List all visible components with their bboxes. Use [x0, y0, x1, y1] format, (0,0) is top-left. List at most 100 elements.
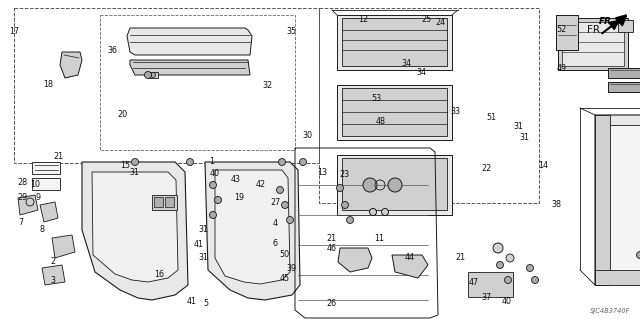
Text: 21: 21 — [54, 152, 64, 161]
Circle shape — [504, 277, 511, 284]
Text: 15: 15 — [120, 161, 130, 170]
Text: 2: 2 — [50, 257, 55, 266]
Circle shape — [300, 159, 307, 166]
Text: 53: 53 — [371, 94, 381, 103]
Text: 14: 14 — [538, 161, 548, 170]
Text: 3: 3 — [50, 276, 55, 285]
Text: 21: 21 — [326, 234, 337, 243]
Text: 39: 39 — [286, 264, 296, 273]
Bar — [154, 197, 163, 207]
Text: FR.: FR. — [599, 18, 615, 26]
Text: 41: 41 — [193, 241, 204, 249]
Circle shape — [346, 217, 353, 224]
Bar — [608, 82, 640, 92]
Bar — [319, 8, 539, 203]
Text: 52: 52 — [557, 25, 567, 34]
Polygon shape — [60, 52, 82, 78]
Bar — [32, 178, 60, 190]
Circle shape — [369, 209, 376, 216]
Text: 42: 42 — [256, 180, 266, 189]
Text: 17: 17 — [9, 27, 19, 36]
Text: 23: 23 — [339, 170, 349, 179]
Circle shape — [637, 251, 640, 258]
Text: 11: 11 — [374, 234, 384, 243]
Circle shape — [527, 264, 534, 271]
Polygon shape — [82, 162, 188, 300]
Circle shape — [276, 187, 284, 194]
Text: 24: 24 — [435, 19, 445, 27]
Circle shape — [342, 202, 349, 209]
Circle shape — [209, 182, 216, 189]
Circle shape — [214, 197, 221, 204]
Text: 28: 28 — [17, 178, 28, 187]
Text: 18: 18 — [43, 80, 53, 89]
Circle shape — [531, 277, 538, 284]
Text: 5: 5 — [204, 299, 209, 308]
Text: 27: 27 — [270, 198, 280, 207]
Text: 4: 4 — [273, 219, 278, 228]
Text: 40: 40 — [209, 169, 220, 178]
Bar — [600, 125, 640, 273]
Polygon shape — [205, 162, 300, 300]
Text: 9: 9 — [36, 193, 41, 202]
Text: 30: 30 — [302, 131, 312, 140]
Text: 37: 37 — [481, 293, 492, 302]
Circle shape — [26, 198, 34, 206]
Text: 43: 43 — [230, 175, 241, 184]
Bar — [342, 88, 447, 136]
Text: 47: 47 — [468, 278, 479, 287]
Circle shape — [506, 254, 514, 262]
Text: 26: 26 — [326, 299, 337, 308]
Text: 35: 35 — [286, 27, 296, 36]
Text: 31: 31 — [198, 253, 209, 262]
Circle shape — [278, 159, 285, 166]
Bar — [595, 270, 640, 285]
Bar — [337, 155, 452, 215]
Text: 13: 13 — [317, 168, 327, 177]
Circle shape — [282, 202, 289, 209]
Text: 21: 21 — [456, 253, 466, 262]
Polygon shape — [42, 265, 65, 285]
Text: 7: 7 — [18, 218, 23, 227]
Bar — [165, 197, 174, 207]
Bar — [342, 18, 447, 66]
Text: 33: 33 — [451, 107, 461, 115]
Polygon shape — [127, 28, 252, 55]
Text: 40: 40 — [502, 297, 512, 306]
Polygon shape — [92, 172, 178, 282]
Text: 19: 19 — [234, 193, 244, 202]
Text: 25: 25 — [421, 15, 431, 24]
Text: 8: 8 — [39, 225, 44, 234]
Text: 31: 31 — [513, 122, 524, 131]
Text: 29: 29 — [17, 193, 28, 202]
Polygon shape — [52, 235, 75, 258]
Polygon shape — [392, 255, 428, 278]
Text: 34: 34 — [401, 59, 412, 68]
Bar — [32, 162, 60, 174]
Circle shape — [337, 184, 344, 191]
Text: 32: 32 — [262, 81, 273, 90]
Bar — [562, 22, 624, 66]
Bar — [558, 18, 628, 70]
Circle shape — [497, 262, 504, 269]
Bar — [468, 272, 513, 297]
Polygon shape — [215, 170, 290, 284]
Circle shape — [388, 178, 402, 192]
Bar — [556, 15, 578, 50]
Text: 36: 36 — [107, 46, 117, 55]
Text: 49: 49 — [557, 64, 567, 73]
Bar — [148, 72, 158, 78]
Circle shape — [150, 72, 156, 78]
Text: 34: 34 — [416, 68, 426, 77]
Circle shape — [209, 211, 216, 219]
Text: 31: 31 — [520, 133, 530, 142]
Text: 50: 50 — [280, 250, 290, 259]
Circle shape — [381, 209, 388, 216]
Text: 1: 1 — [209, 157, 214, 166]
Bar — [152, 195, 177, 210]
Bar — [608, 68, 640, 78]
Text: 45: 45 — [280, 274, 290, 283]
Bar — [595, 115, 610, 285]
Bar — [14, 8, 319, 163]
Polygon shape — [338, 248, 372, 272]
